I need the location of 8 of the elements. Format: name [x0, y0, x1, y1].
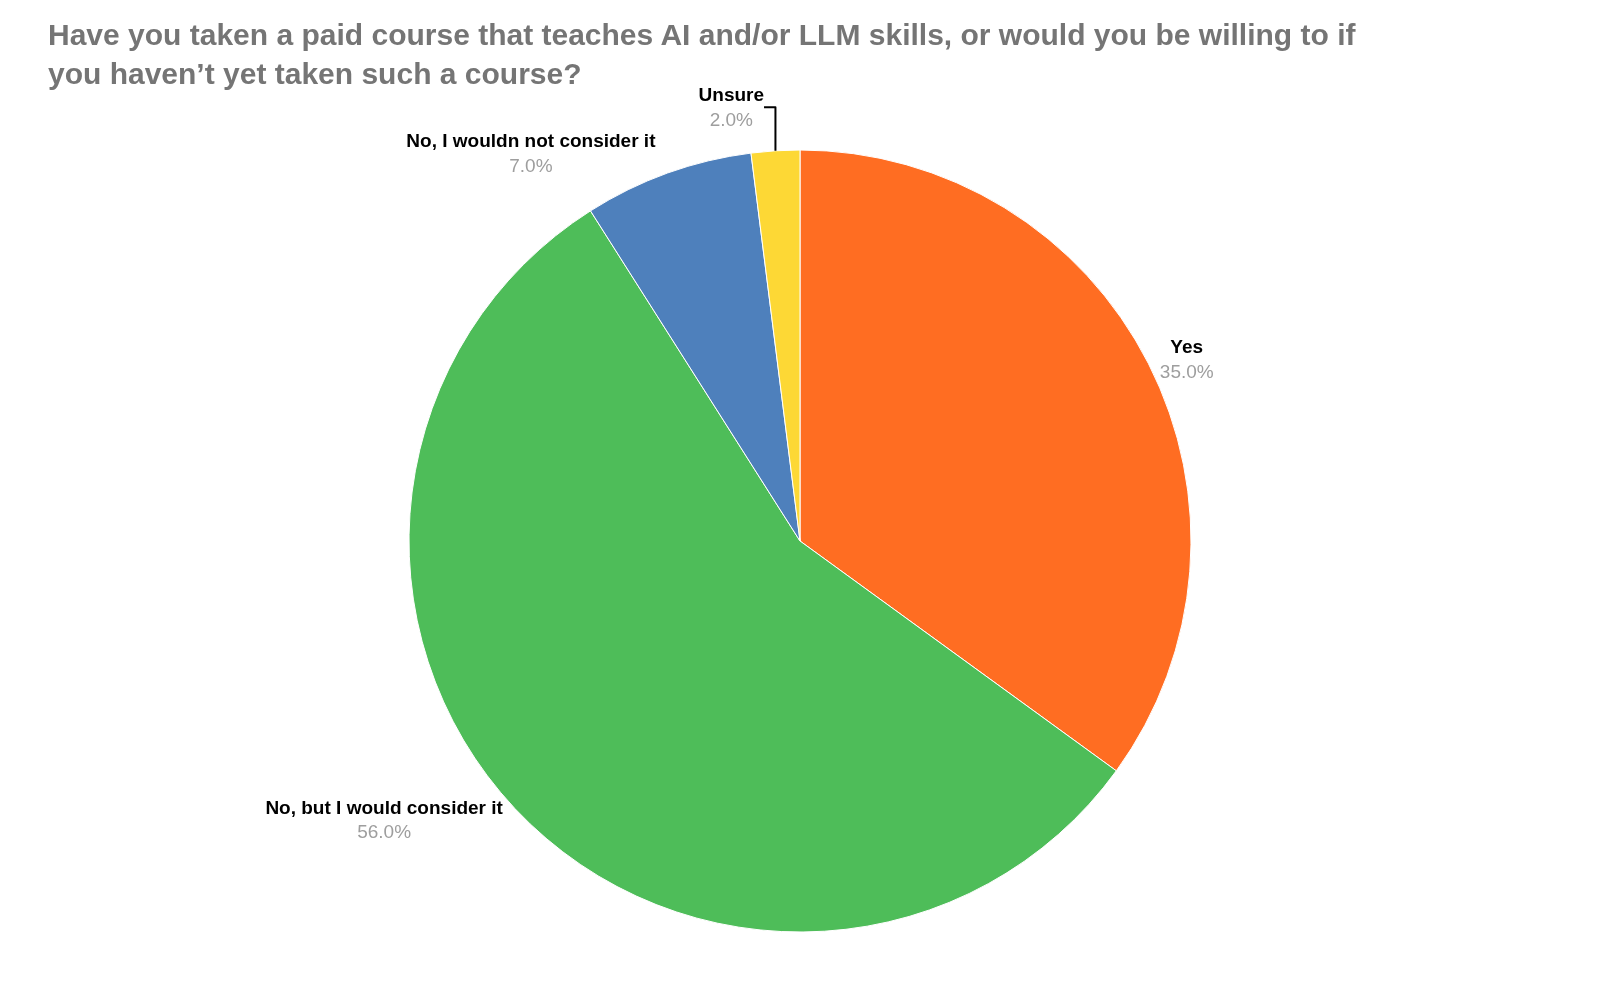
data-label: 35.0%	[1159, 360, 1214, 382]
slice-label: Unsure	[698, 84, 765, 106]
slice-label: No, but I would consider it	[265, 796, 504, 818]
slice-label: Yes	[1170, 335, 1204, 357]
data-label: 7.0%	[509, 154, 553, 176]
data-label: 2.0%	[709, 109, 754, 131]
slice-label: No, I wouldn not consider it	[406, 130, 657, 152]
data-label: 56.0%	[357, 821, 412, 843]
